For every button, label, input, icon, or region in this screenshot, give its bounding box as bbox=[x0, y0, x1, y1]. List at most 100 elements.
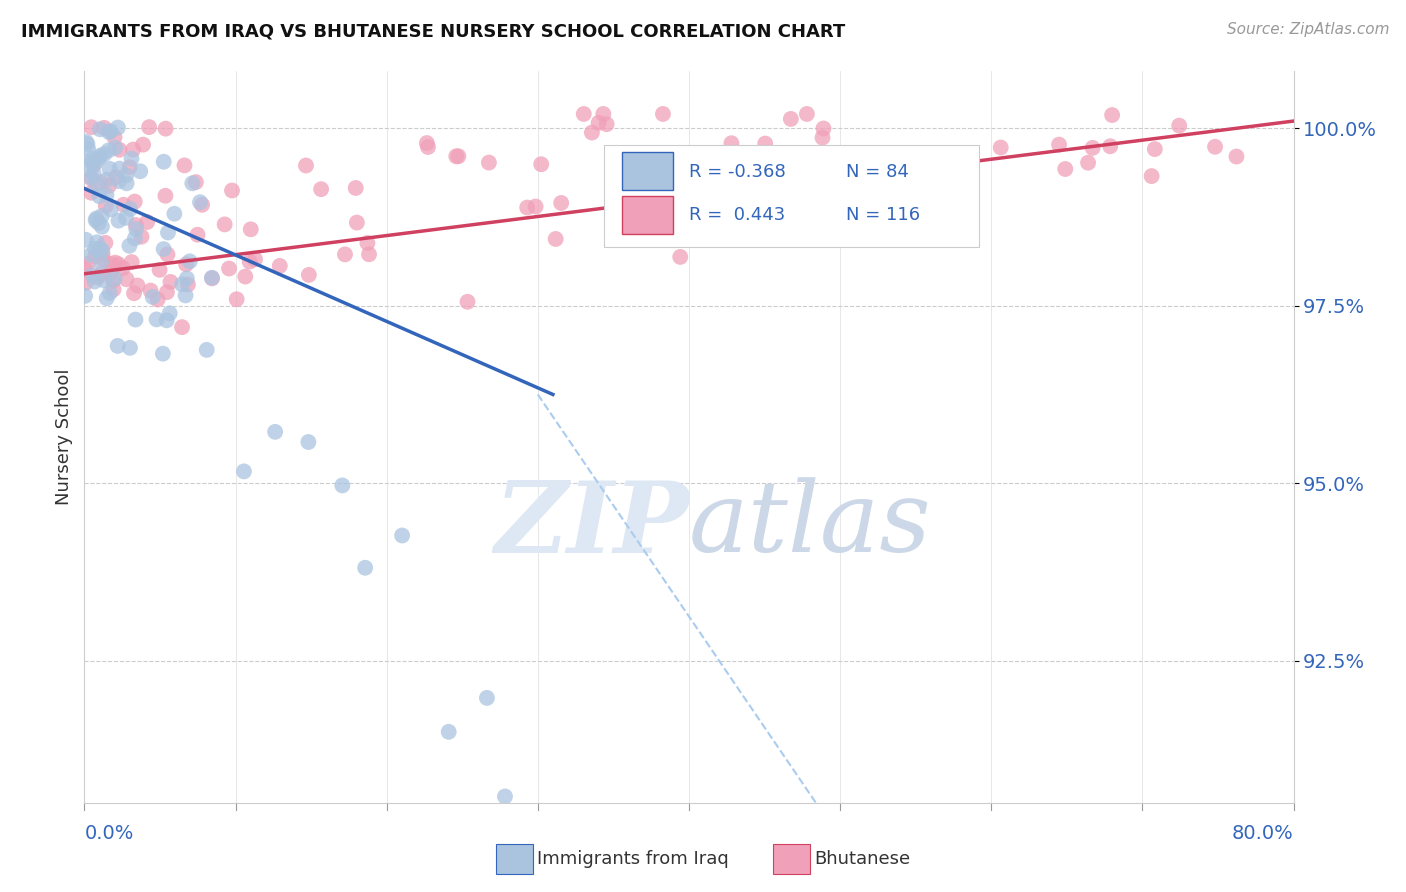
Point bbox=[218, 261, 240, 276]
Text: Immigrants from Iraq: Immigrants from Iraq bbox=[537, 850, 728, 868]
Point bbox=[990, 140, 1012, 154]
Point bbox=[82, 268, 104, 282]
Point bbox=[333, 247, 356, 261]
Point bbox=[170, 320, 193, 334]
Point bbox=[80, 120, 103, 135]
Point bbox=[446, 149, 468, 163]
Point bbox=[91, 244, 114, 258]
Point bbox=[89, 148, 111, 162]
Point bbox=[572, 107, 595, 121]
Point bbox=[1054, 161, 1077, 176]
Point bbox=[83, 166, 105, 180]
Point bbox=[100, 202, 122, 217]
Text: N = 84: N = 84 bbox=[846, 162, 910, 180]
Point bbox=[785, 182, 807, 196]
Point bbox=[796, 152, 818, 166]
Point bbox=[80, 186, 103, 200]
Point bbox=[928, 161, 950, 176]
Point bbox=[98, 124, 121, 138]
Point bbox=[295, 159, 318, 173]
Point bbox=[592, 107, 614, 121]
Point bbox=[108, 143, 131, 157]
Point bbox=[96, 291, 118, 305]
Point bbox=[588, 116, 610, 130]
Point bbox=[173, 158, 195, 172]
Point bbox=[90, 175, 112, 189]
Point bbox=[93, 147, 115, 161]
Point bbox=[243, 252, 266, 267]
Point bbox=[391, 528, 413, 542]
Point bbox=[152, 154, 174, 169]
Point bbox=[159, 306, 181, 320]
Point bbox=[89, 151, 111, 165]
Point bbox=[118, 161, 141, 175]
Point bbox=[124, 194, 146, 209]
Point bbox=[174, 257, 197, 271]
Point bbox=[188, 195, 211, 210]
Point bbox=[354, 560, 377, 574]
Point bbox=[121, 152, 143, 166]
Text: atlas: atlas bbox=[689, 477, 932, 573]
Point bbox=[101, 273, 124, 287]
Point bbox=[86, 211, 108, 226]
Point bbox=[93, 120, 115, 135]
Point bbox=[356, 235, 378, 250]
Point bbox=[710, 171, 733, 186]
Point bbox=[170, 277, 193, 292]
Point bbox=[309, 182, 332, 196]
Point bbox=[80, 155, 103, 169]
Point bbox=[96, 172, 118, 186]
Point bbox=[264, 425, 287, 439]
Point bbox=[129, 164, 152, 178]
Point bbox=[91, 219, 114, 234]
Point bbox=[159, 275, 181, 289]
Point bbox=[105, 170, 128, 185]
Point bbox=[581, 126, 603, 140]
Point bbox=[516, 201, 538, 215]
Point bbox=[156, 226, 179, 240]
Point bbox=[98, 285, 121, 300]
Point bbox=[84, 177, 107, 191]
Point bbox=[796, 107, 818, 121]
Text: Bhutanese: Bhutanese bbox=[814, 850, 910, 868]
Point bbox=[94, 235, 117, 250]
Point bbox=[104, 141, 127, 155]
Point bbox=[108, 174, 131, 188]
Point bbox=[86, 235, 108, 250]
Point bbox=[239, 254, 262, 268]
Point bbox=[1225, 149, 1247, 163]
FancyBboxPatch shape bbox=[605, 145, 979, 247]
Point bbox=[89, 242, 111, 256]
Point bbox=[146, 293, 169, 307]
Point bbox=[115, 169, 138, 183]
Point bbox=[357, 247, 380, 261]
Text: R = -0.368: R = -0.368 bbox=[689, 162, 786, 180]
Point bbox=[298, 268, 321, 282]
Point bbox=[297, 435, 319, 450]
Point bbox=[179, 254, 201, 268]
Point bbox=[93, 273, 115, 287]
Point bbox=[177, 277, 200, 292]
Point bbox=[75, 135, 97, 149]
Point bbox=[122, 286, 145, 301]
Point bbox=[1047, 137, 1070, 152]
Text: ZIP: ZIP bbox=[494, 476, 689, 573]
Point bbox=[121, 255, 143, 269]
Point bbox=[1143, 142, 1166, 156]
Point bbox=[87, 216, 110, 230]
Point bbox=[174, 288, 197, 302]
Point bbox=[82, 152, 104, 166]
Point bbox=[1140, 169, 1163, 183]
Point bbox=[91, 247, 114, 261]
Point bbox=[232, 464, 254, 478]
Point bbox=[156, 247, 179, 261]
Point bbox=[754, 136, 776, 151]
Point bbox=[132, 137, 155, 152]
Point bbox=[104, 271, 127, 285]
Text: IMMIGRANTS FROM IRAQ VS BHUTANESE NURSERY SCHOOL CORRELATION CHART: IMMIGRANTS FROM IRAQ VS BHUTANESE NURSER… bbox=[21, 22, 845, 40]
Point bbox=[108, 161, 131, 176]
Point bbox=[83, 158, 105, 172]
Point bbox=[152, 346, 174, 360]
Point bbox=[544, 232, 567, 246]
Point bbox=[156, 313, 179, 327]
